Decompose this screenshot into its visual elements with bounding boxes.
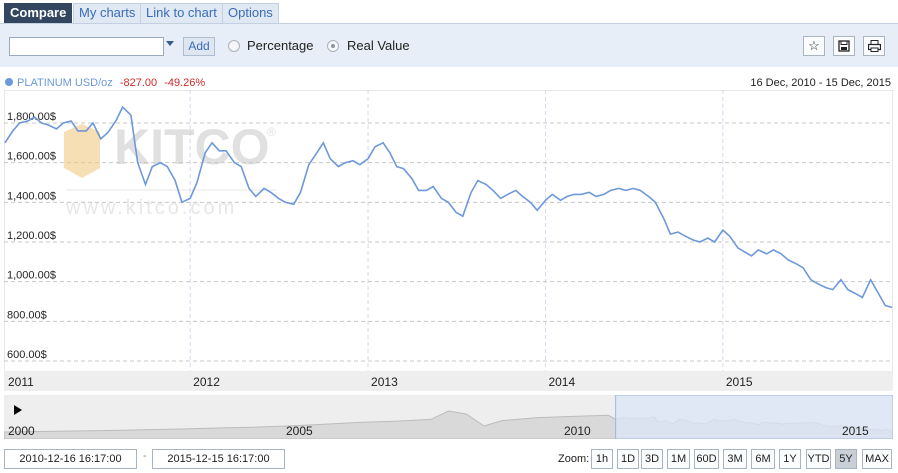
y-tick-label: 800.00$ [7,309,47,321]
from-date-input[interactable]: 2010-12-16 16:17:00 [4,449,137,469]
x-tick-label: 2015 [726,375,753,389]
series-line [4,105,893,309]
zoom-button-3d[interactable]: 3D [641,449,663,469]
percentage-radio[interactable] [228,40,240,52]
zoom-button-ytd[interactable]: YTD [806,449,831,469]
series-symbol: PLATINUM USD/oz [17,77,113,89]
y-tick-label: 1,200.00$ [7,230,56,242]
print-icon [867,40,881,52]
print-button[interactable] [863,36,885,56]
y-tick-label: 1,600.00$ [7,151,56,163]
zoom-button-1h[interactable]: 1h [591,449,613,469]
date-range-label: 16 Dec, 2010 - 15 Dec, 2015 [750,77,891,89]
add-button[interactable]: Add [183,37,215,56]
save-icon [838,40,850,52]
to-date-input[interactable]: 2015-12-15 16:17:00 [152,449,285,469]
compare-toolbar: Add Percentage Real Value ☆ [0,23,898,67]
tab-compare[interactable]: Compare [4,3,73,23]
price-chart[interactable]: KITCO ® www.kitco.com 600.00$ 800.00$ 1,00… [4,90,893,391]
navigator-year-label: 2015 [842,424,869,438]
zoom-button-6m[interactable]: 6M [751,449,775,469]
series-change-percent: -49.26% [164,77,206,89]
star-icon: ☆ [808,38,820,53]
plot-border [4,90,893,391]
play-icon[interactable] [14,405,22,415]
x-axis-band [4,371,893,391]
y-tick-label: 600.00$ [7,349,47,361]
x-tick-label: 2013 [371,375,398,389]
y-tick-label: 1,800.00$ [7,111,56,123]
x-tick-label: 2011 [8,375,34,389]
favorite-button[interactable]: ☆ [803,36,825,56]
save-button[interactable] [833,36,855,56]
navigator[interactable]: 2000 2005 2010 2015 [4,395,893,439]
navigator-selection[interactable] [615,395,893,439]
symbol-combo-input[interactable] [9,37,164,56]
navigator-year-label: 2005 [286,424,313,438]
zoom-button-60d[interactable]: 60D [694,449,719,469]
real-value-radio[interactable] [327,40,339,52]
tab-my-charts[interactable]: My charts [73,3,142,23]
zoom-button-1d[interactable]: 1D [617,449,639,469]
watermark-brand: KITCO [114,119,270,175]
y-tick-label: 1,000.00$ [7,270,56,282]
tab-bar: Compare My charts Link to chart Options [0,0,898,24]
real-value-label: Real Value [347,38,410,53]
x-tick-label: 2012 [193,375,220,389]
zoom-label: Zoom: [558,453,590,465]
zoom-button-1y[interactable]: 1Y [779,449,801,469]
tab-link-to-chart[interactable]: Link to chart [140,3,223,23]
zoom-button-max[interactable]: MAX [862,449,892,469]
x-tick-label: 2014 [548,375,575,389]
tab-options[interactable]: Options [222,3,279,23]
watermark-url: www.kitco.com [65,197,237,219]
chevron-down-icon[interactable] [166,41,174,46]
zoom-button-3m[interactable]: 3M [723,449,747,469]
series-change: -827.00 [119,77,158,89]
kitco-watermark: KITCO ® www.kitco.com [64,119,276,219]
date-dash: - [143,450,147,462]
navigator-year-label: 2010 [564,424,591,438]
navigator-year-label: 2000 [8,424,35,438]
series-color-dot [5,78,13,86]
svg-text:®: ® [267,125,276,139]
y-tick-label: 1,400.00$ [7,190,56,202]
percentage-label: Percentage [247,38,314,53]
zoom-button-5y[interactable]: 5Y [835,449,857,469]
zoom-button-1m[interactable]: 1M [667,449,690,469]
series-legend[interactable]: PLATINUM USD/oz -827.00 -49.26% [5,77,205,89]
